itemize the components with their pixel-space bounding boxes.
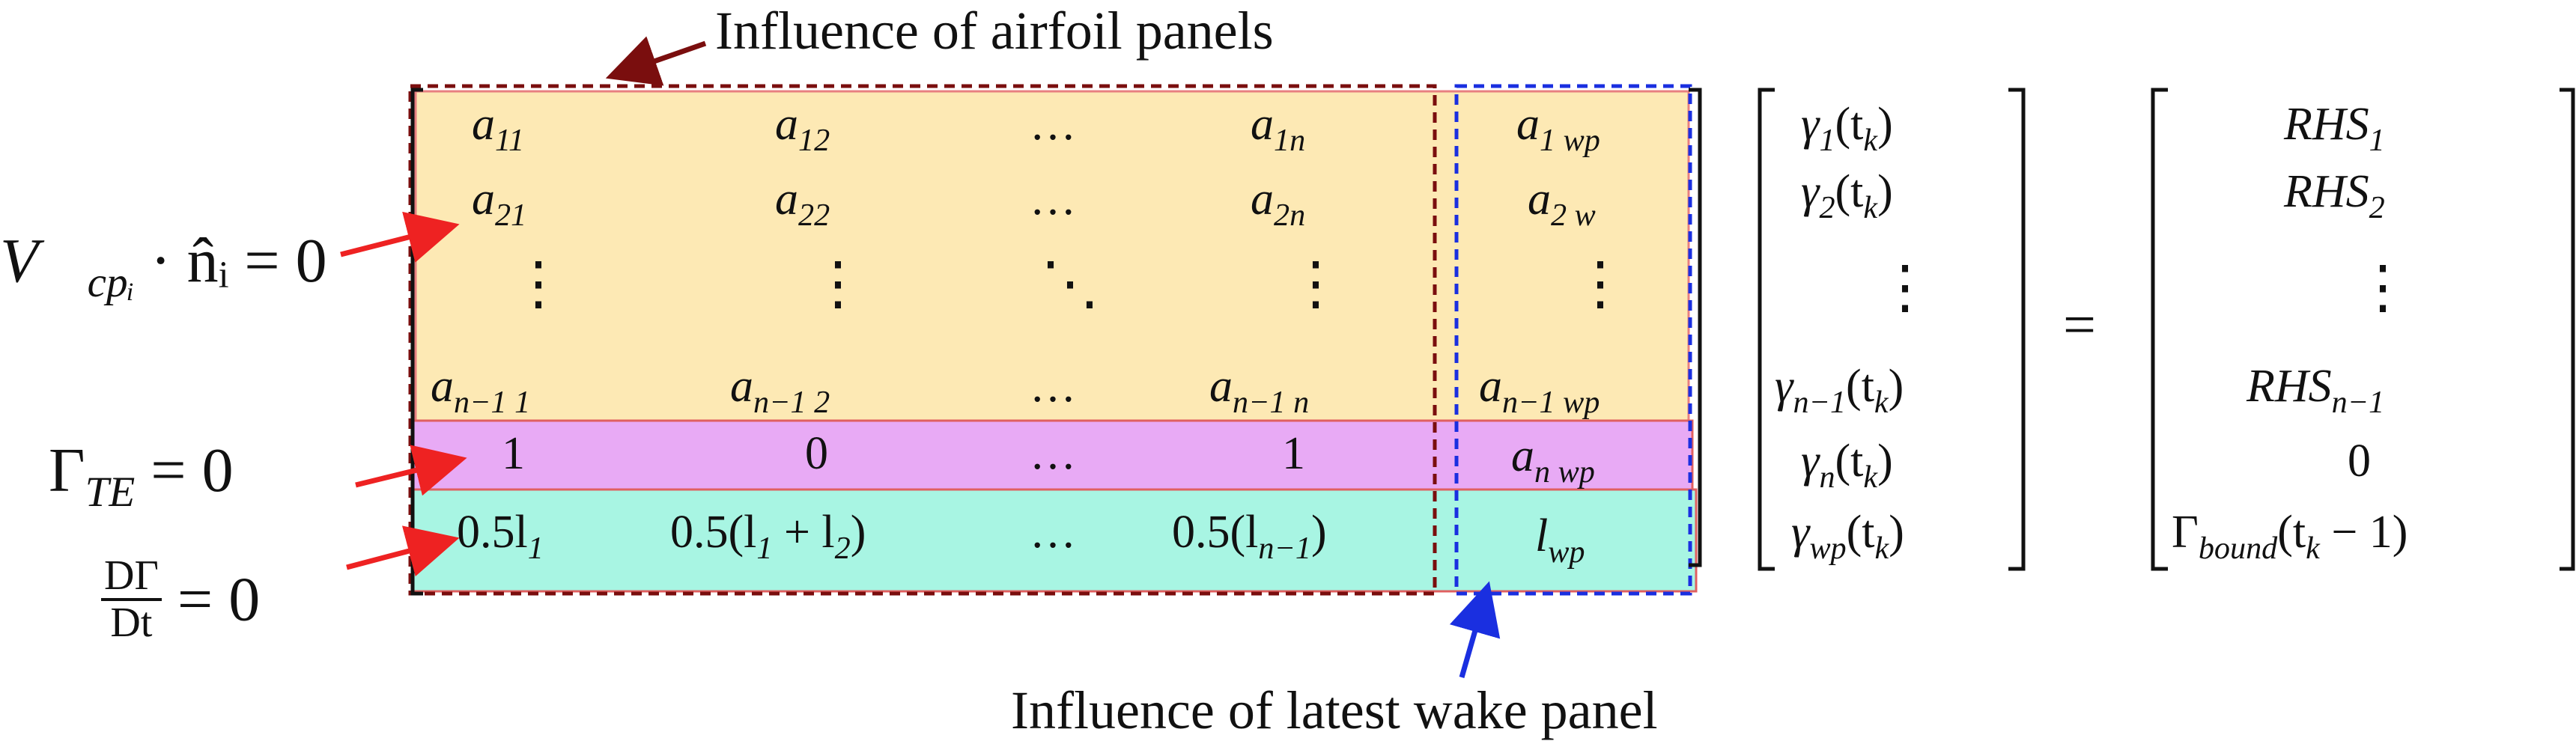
matrix-cell-an-1-1: an−1 1 [431,361,531,420]
rhs-n-1: RHSn−1 [2247,361,2385,420]
matrix-cell-a22: a22 [775,174,830,233]
equation-kelvin-condition: DΓ Dt = 0 [101,554,260,645]
matrix-cell-a2n: a2n [1251,174,1306,233]
matrix-cell-an-1-2: an−1 2 [730,361,830,420]
matrix-cell-kutta-0: 0 [805,428,828,479]
arrow-kutta [355,445,467,496]
matrix-cell-a21: a21 [472,174,527,233]
unknown-gamma-2: γ2(tk) [1801,166,1893,225]
matrix-cell-kelvin-1: 0.5l1 [457,507,544,566]
matrix-cell-dots-r4: … [1030,361,1076,412]
annotation-latest-wake-panel: Influence of latest wake panel [1011,680,1658,740]
rhs-1: RHS1 [2284,99,2385,158]
rhs-gamma-bound: Γbound(tk − 1) [2172,507,2408,566]
arrow-wake-annotation [1449,581,1501,678]
kelvin-numerator: DΓ [101,554,162,601]
annotation-airfoil-panels: Influence of airfoil panels [715,1,1274,61]
equation-no-penetration: V⃗cpᵢ · n̂ᵢ = 0 [0,226,327,306]
matrix-cell-a1wp: a1 wp [1516,99,1600,158]
rhs-vdots: ⋮ [2354,254,2412,320]
matrix-cell-kutta-1: 1 [502,428,525,479]
rhs-zero: 0 [2348,436,2371,487]
arrow-airfoil-annotation [605,36,707,86]
unknown-gamma-wp: γwp(tk) [1791,507,1904,566]
matrix-cell-an-1-n: an−1 n [1209,361,1310,420]
matrix-vdots-c4: ⋮ [1287,251,1345,316]
rhs-right-bracket [2560,88,2575,571]
matrix-cell-kutta-n: 1 [1282,428,1305,479]
matrix-cell-a12: a12 [775,99,830,158]
matrix-cell-an-1-wp: an−1 wp [1479,361,1600,420]
matrix-cell-a2w: a2 w [1528,174,1596,233]
matrix-cell-dots-r1: … [1030,99,1076,150]
matrix-cell-kelvin-n: 0.5(ln−1) [1172,507,1327,566]
matrix-cell-a11: a11 [472,99,525,158]
unknown-gamma-n: γn(tk) [1801,436,1893,495]
matrix-vdots-c1: ⋮ [509,251,568,316]
kelvin-denominator: Dt [110,599,153,646]
unknown-gamma-n-1: γn−1(tk) [1775,361,1904,420]
arrow-kelvin [346,525,460,577]
matrix-cell-kelvin-2: 0.5(l1 + l2) [670,507,866,566]
matrix-ddots: ⋱ [1041,251,1099,316]
matrix-vdots-c5: ⋮ [1571,251,1629,316]
kutta-row-fill [410,419,1694,491]
matrix-left-bracket [410,88,423,596]
unknown-gamma-1: γ1(tk) [1801,99,1893,158]
equals-sign: = [2063,292,2096,357]
kelvin-row-fill [410,488,1698,593]
airfoil-influence-box [408,84,1437,596]
unknowns-right-bracket [2008,88,2026,571]
rhs-2: RHS2 [2284,166,2385,225]
unknowns-left-bracket [1758,88,1775,571]
matrix-cell-dots-r5: … [1030,428,1076,479]
matrix-cell-an-wp: an wp [1511,430,1595,490]
matrix-cell-a1n: a1n [1251,99,1306,158]
arrow-no-penetration [340,211,460,263]
airfoil-block-fill [414,90,1690,422]
equation-kutta-condition: ΓTE = 0 [49,436,234,516]
matrix-cell-dots-r2: … [1030,174,1076,225]
matrix-cell-dots-r6: … [1030,507,1076,558]
rhs-left-bracket [2151,88,2168,571]
matrix-right-bracket [1689,88,1702,567]
unknown-vdots: ⋮ [1876,254,1934,320]
matrix-cell-lwp: lwp [1535,510,1585,570]
matrix-vdots-c2: ⋮ [809,251,867,316]
wake-influence-box [1454,84,1692,596]
